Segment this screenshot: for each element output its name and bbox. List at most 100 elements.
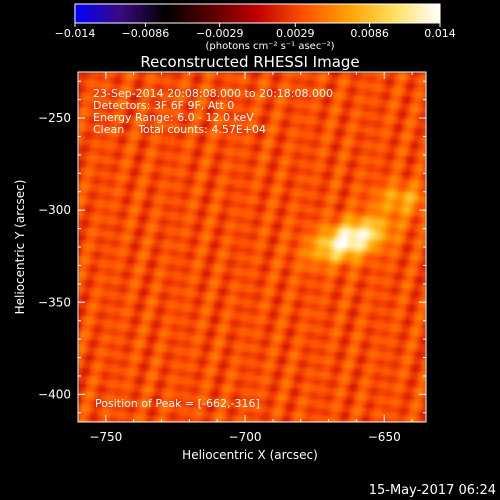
heatmap-cell	[142, 188, 147, 193]
heatmap-cell	[318, 132, 323, 137]
heatmap-cell	[322, 284, 327, 289]
heatmap-cell	[118, 232, 123, 237]
heatmap-cell	[338, 172, 343, 177]
heatmap-cell	[110, 92, 115, 97]
heatmap-cell	[114, 260, 119, 265]
heatmap-cell	[274, 288, 279, 293]
heatmap-cell	[358, 136, 363, 141]
heatmap-cell	[310, 116, 315, 121]
heatmap-cell	[218, 152, 223, 157]
heatmap-cell	[334, 168, 339, 173]
heatmap-cell	[114, 148, 119, 153]
heatmap-cell	[350, 132, 355, 137]
heatmap-cell	[354, 84, 359, 89]
heatmap-cell	[106, 296, 111, 301]
heatmap-cell	[290, 296, 295, 301]
heatmap-cell	[154, 172, 159, 177]
heatmap-cell	[258, 276, 263, 281]
heatmap-cell	[150, 140, 155, 145]
heatmap-cell	[290, 96, 295, 101]
heatmap-cell	[218, 104, 223, 109]
heatmap-cell	[190, 140, 195, 145]
heatmap-cell	[302, 160, 307, 165]
heatmap-cell	[106, 72, 111, 77]
heatmap-cell	[370, 284, 375, 289]
heatmap-cell	[194, 200, 199, 205]
heatmap-cell	[394, 168, 399, 173]
heatmap-cell	[330, 72, 335, 77]
heatmap-cell	[162, 256, 167, 261]
heatmap-cell	[198, 180, 203, 185]
heatmap-cell	[322, 76, 327, 81]
heatmap-cell	[334, 104, 339, 109]
heatmap-cell	[390, 192, 395, 197]
heatmap-cell	[366, 240, 371, 245]
heatmap-cell	[374, 252, 379, 257]
heatmap-cell	[210, 96, 215, 101]
heatmap-cell	[250, 72, 255, 77]
heatmap-cell	[362, 292, 367, 297]
heatmap-cell	[250, 168, 255, 173]
heatmap-cell	[378, 188, 383, 193]
heatmap-cell	[286, 272, 291, 277]
heatmap-cell	[302, 256, 307, 261]
heatmap-cell	[310, 136, 315, 141]
heatmap-cell	[126, 196, 131, 201]
heatmap-cell	[78, 196, 83, 201]
heatmap-cell	[218, 236, 223, 241]
heatmap-cell	[182, 168, 187, 173]
heatmap-cell	[262, 124, 267, 129]
heatmap-cell	[166, 276, 171, 281]
heatmap-cell	[82, 96, 87, 101]
heatmap-cell	[190, 108, 195, 113]
heatmap-cell	[298, 236, 303, 241]
heatmap-cell	[386, 220, 391, 225]
heatmap-cell	[118, 192, 123, 197]
heatmap-cell	[366, 136, 371, 141]
heatmap-cell	[286, 152, 291, 157]
heatmap-cell	[226, 144, 231, 149]
heatmap-cell	[162, 160, 167, 165]
heatmap-cell	[194, 272, 199, 277]
heatmap-cell	[130, 192, 135, 197]
heatmap-cell	[154, 160, 159, 165]
heatmap-cell	[346, 88, 351, 93]
heatmap-cell	[110, 224, 115, 229]
heatmap-cell	[274, 212, 279, 217]
heatmap-cell	[294, 296, 299, 301]
heatmap-cell	[326, 272, 331, 277]
heatmap-cell	[194, 220, 199, 225]
heatmap-cell	[166, 112, 171, 117]
heatmap-cell	[234, 96, 239, 101]
heatmap-cell	[210, 112, 215, 117]
heatmap-cell	[398, 84, 403, 89]
heatmap-cell	[146, 172, 151, 177]
heatmap-cell	[162, 280, 167, 285]
heatmap-cell	[138, 236, 143, 241]
heatmap-cell	[190, 292, 195, 297]
heatmap-cell	[190, 240, 195, 245]
heatmap-cell	[282, 224, 287, 229]
heatmap-cell	[310, 220, 315, 225]
heatmap-cell	[410, 204, 415, 209]
heatmap-cell	[398, 264, 403, 269]
heatmap-cell	[126, 288, 131, 293]
heatmap-cell	[422, 196, 426, 201]
heatmap-cell	[194, 112, 199, 117]
heatmap-cell	[370, 160, 375, 165]
heatmap-cell	[142, 260, 147, 265]
heatmap-cell	[326, 148, 331, 153]
heatmap-cell	[114, 140, 119, 145]
heatmap-cell	[286, 232, 291, 237]
heatmap-cell	[202, 128, 207, 133]
heatmap-cell	[86, 256, 91, 261]
heatmap-cell	[410, 80, 415, 85]
heatmap-cell	[166, 196, 171, 201]
heatmap-cell	[262, 96, 267, 101]
heatmap-cell	[86, 80, 91, 85]
heatmap-cell	[330, 228, 335, 233]
heatmap-cell	[398, 268, 403, 273]
heatmap-cell	[178, 152, 183, 157]
heatmap-cell	[82, 232, 87, 237]
heatmap-cell	[106, 192, 111, 197]
